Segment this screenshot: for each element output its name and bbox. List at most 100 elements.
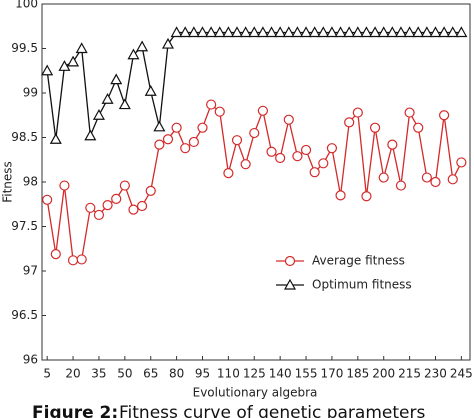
data-point — [369, 26, 382, 38]
caption-label: Figure 2: — [32, 403, 118, 418]
data-point — [49, 133, 62, 144]
y-tick-label: 100 — [15, 0, 38, 11]
data-point — [222, 26, 235, 38]
data-point — [230, 26, 244, 38]
data-point — [249, 127, 260, 139]
data-point — [335, 190, 346, 201]
data-point — [153, 120, 166, 132]
x-tick-label: 50 — [117, 367, 132, 381]
data-point — [188, 136, 199, 148]
data-point — [447, 174, 458, 185]
x-tick-label: 65 — [143, 367, 158, 381]
data-point — [136, 40, 149, 52]
data-point — [223, 168, 234, 179]
x-tick-label: 80 — [169, 367, 184, 381]
data-point — [325, 26, 338, 38]
y-tick-label: 96 — [23, 353, 38, 367]
data-point — [162, 134, 174, 145]
data-point — [119, 180, 130, 191]
data-point — [404, 107, 415, 118]
data-point — [136, 200, 148, 212]
data-point — [50, 248, 61, 260]
data-point — [84, 129, 97, 141]
data-point — [92, 109, 105, 120]
data-point — [170, 26, 183, 38]
y-tick-label: 99.5 — [11, 41, 38, 55]
x-tick-label: 185 — [346, 367, 369, 381]
data-point — [413, 122, 424, 133]
data-point — [386, 26, 399, 38]
x-tick-label: 200 — [372, 367, 395, 381]
data-point — [59, 180, 70, 191]
y-tick-label: 96.5 — [11, 308, 38, 322]
data-point — [300, 144, 312, 156]
x-tick-label: 20 — [65, 367, 80, 381]
data-point — [67, 255, 79, 266]
data-point — [421, 172, 432, 183]
data-point — [213, 26, 226, 38]
data-point — [369, 122, 381, 133]
x-tick-label: 140 — [269, 367, 292, 381]
data-point — [343, 26, 356, 38]
plot-frame — [41, 3, 471, 361]
data-point — [144, 84, 157, 96]
data-point — [128, 204, 139, 215]
data-point — [430, 176, 441, 188]
data-point — [266, 146, 277, 157]
x-tick-label: 95 — [195, 367, 210, 381]
data-point — [111, 193, 122, 205]
data-point — [42, 194, 53, 205]
legend-label: Average fitness — [312, 254, 405, 268]
data-point — [377, 26, 390, 38]
data-point — [334, 26, 347, 38]
data-point — [360, 26, 373, 38]
data-point — [187, 26, 200, 38]
data-point — [145, 185, 156, 196]
x-tick-label: 110 — [217, 367, 240, 381]
data-point — [179, 26, 192, 38]
data-point — [455, 26, 468, 38]
x-tick-label: 35 — [91, 367, 106, 381]
data-point — [85, 202, 96, 213]
data-point — [76, 254, 87, 265]
x-tick-label: 125 — [243, 367, 266, 381]
x-tick-label: 230 — [424, 367, 447, 381]
data-point — [154, 139, 165, 150]
data-point — [214, 106, 225, 117]
data-point — [256, 26, 269, 38]
data-point — [318, 158, 329, 169]
data-point — [196, 26, 209, 38]
data-point — [265, 26, 278, 38]
data-point — [127, 48, 140, 60]
data-point — [456, 157, 467, 168]
data-point — [438, 26, 451, 38]
x-tick-label: 155 — [295, 367, 318, 381]
data-point — [429, 26, 442, 38]
data-point — [171, 122, 182, 133]
x-axis-label: Evolutionary algebra — [193, 386, 318, 400]
data-point — [102, 200, 113, 211]
data-point — [420, 26, 433, 38]
data-point — [257, 105, 269, 116]
data-point — [67, 55, 80, 67]
data-point — [206, 99, 217, 110]
y-tick-label: 97.5 — [11, 219, 38, 233]
data-point — [180, 143, 191, 154]
data-point — [308, 26, 321, 38]
series-line — [46, 31, 462, 140]
data-point — [205, 26, 218, 38]
x-tick-label: 5 — [43, 367, 51, 381]
data-point — [292, 151, 303, 162]
data-point — [283, 114, 294, 125]
data-point — [439, 110, 450, 121]
data-point — [58, 60, 71, 71]
data-point — [394, 26, 407, 38]
data-point — [275, 152, 286, 164]
x-tick-label: 170 — [320, 367, 343, 381]
data-point — [118, 98, 131, 110]
data-point — [344, 117, 355, 128]
y-tick-label: 99 — [23, 86, 38, 100]
data-point — [300, 26, 313, 38]
data-point — [274, 26, 287, 38]
